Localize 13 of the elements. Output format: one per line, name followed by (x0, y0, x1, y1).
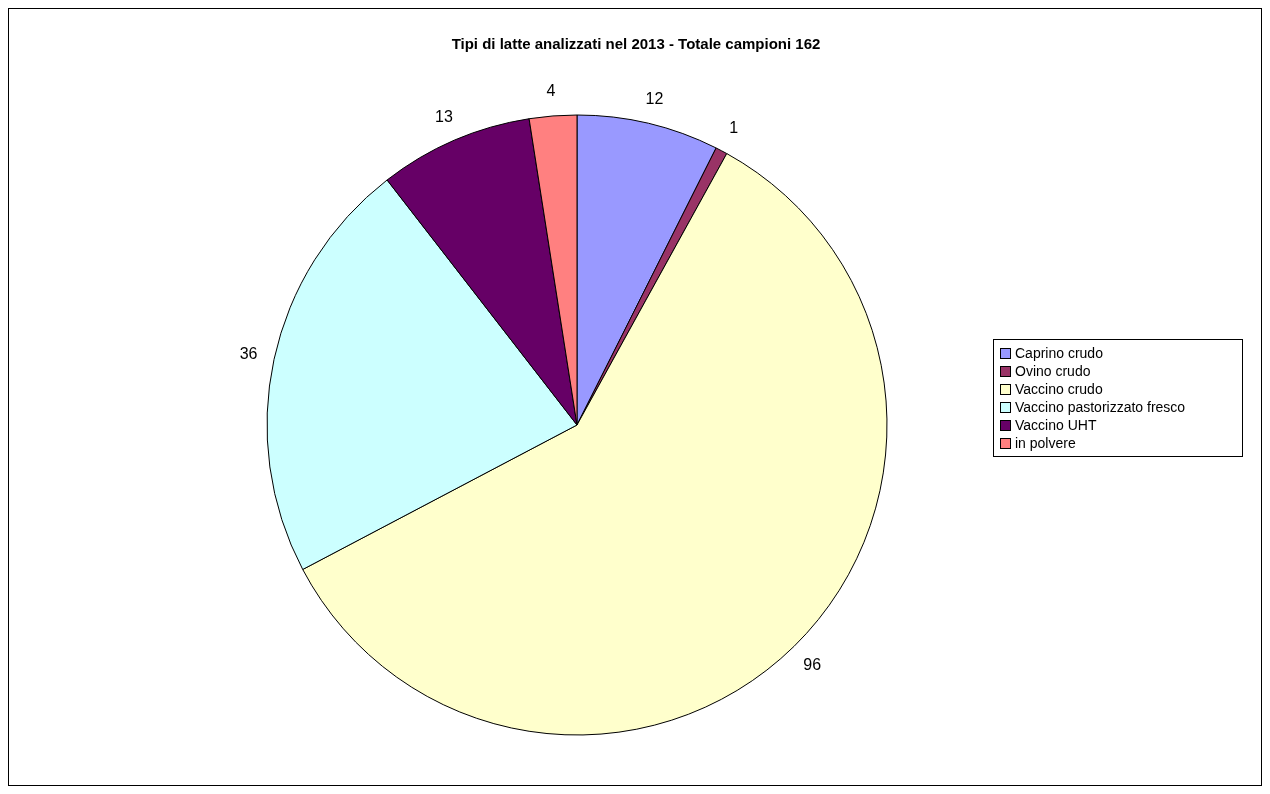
legend-label: Vaccino pastorizzato fresco (1015, 399, 1186, 415)
data-label: 96 (803, 656, 822, 674)
legend-label: Caprino crudo (1015, 345, 1103, 361)
legend-label: Vaccino crudo (1015, 381, 1103, 397)
legend-label: Vaccino UHT (1015, 417, 1097, 433)
data-label: 36 (239, 345, 258, 363)
data-label: 1 (729, 119, 739, 137)
data-label: 13 (435, 107, 453, 125)
legend-label: in polvere (1015, 435, 1076, 451)
chart-title: Tipi di latte analizzati nel 2013 - Totale campioni 162 (451, 35, 821, 52)
data-label: 4 (546, 81, 556, 99)
data-label: 12 (645, 89, 664, 107)
legend-label: Ovino crudo (1015, 363, 1091, 379)
